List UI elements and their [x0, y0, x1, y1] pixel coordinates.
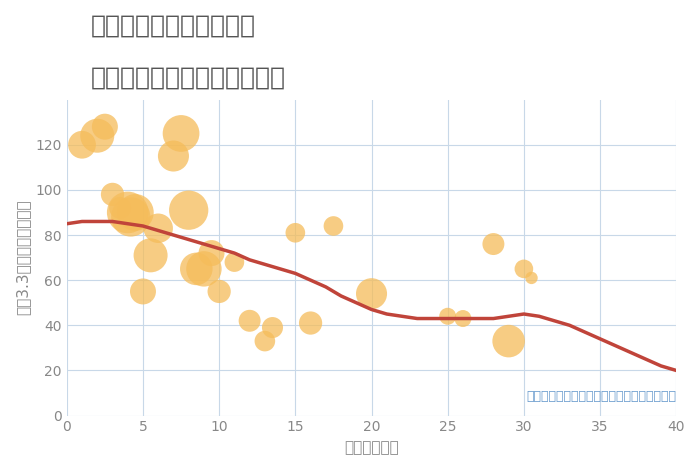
Point [366, 290, 377, 298]
Point [328, 222, 339, 230]
Point [137, 288, 148, 295]
Point [229, 258, 240, 266]
Point [183, 206, 195, 214]
Point [130, 209, 141, 216]
Point [115, 204, 126, 212]
Y-axis label: 坪（3.3㎡）単価（万円）: 坪（3.3㎡）単価（万円） [15, 200, 30, 315]
Point [125, 213, 136, 221]
Point [153, 225, 164, 232]
Text: 築年数別中古マンション価格: 築年数別中古マンション価格 [91, 66, 286, 90]
Text: 円の大きさは、取引のあった物件面積を示す: 円の大きさは、取引のあった物件面積を示す [526, 390, 676, 403]
Point [290, 229, 301, 236]
Point [190, 265, 202, 273]
Point [92, 132, 103, 140]
Point [442, 313, 454, 320]
Point [518, 265, 529, 273]
Point [259, 337, 270, 345]
Point [145, 251, 156, 259]
X-axis label: 築年数（年）: 築年数（年） [344, 440, 399, 455]
Point [244, 317, 256, 325]
Point [122, 209, 133, 216]
Point [267, 324, 278, 331]
Point [457, 315, 468, 322]
Point [214, 288, 225, 295]
Point [526, 274, 537, 282]
Point [99, 123, 111, 131]
Point [198, 265, 209, 273]
Text: 三重県伊賀市上野小玉町: 三重県伊賀市上野小玉町 [91, 14, 256, 38]
Point [305, 319, 316, 327]
Point [206, 249, 217, 257]
Point [76, 141, 88, 149]
Point [503, 337, 514, 345]
Point [488, 240, 499, 248]
Point [176, 130, 187, 137]
Point [107, 191, 118, 198]
Point [168, 152, 179, 160]
